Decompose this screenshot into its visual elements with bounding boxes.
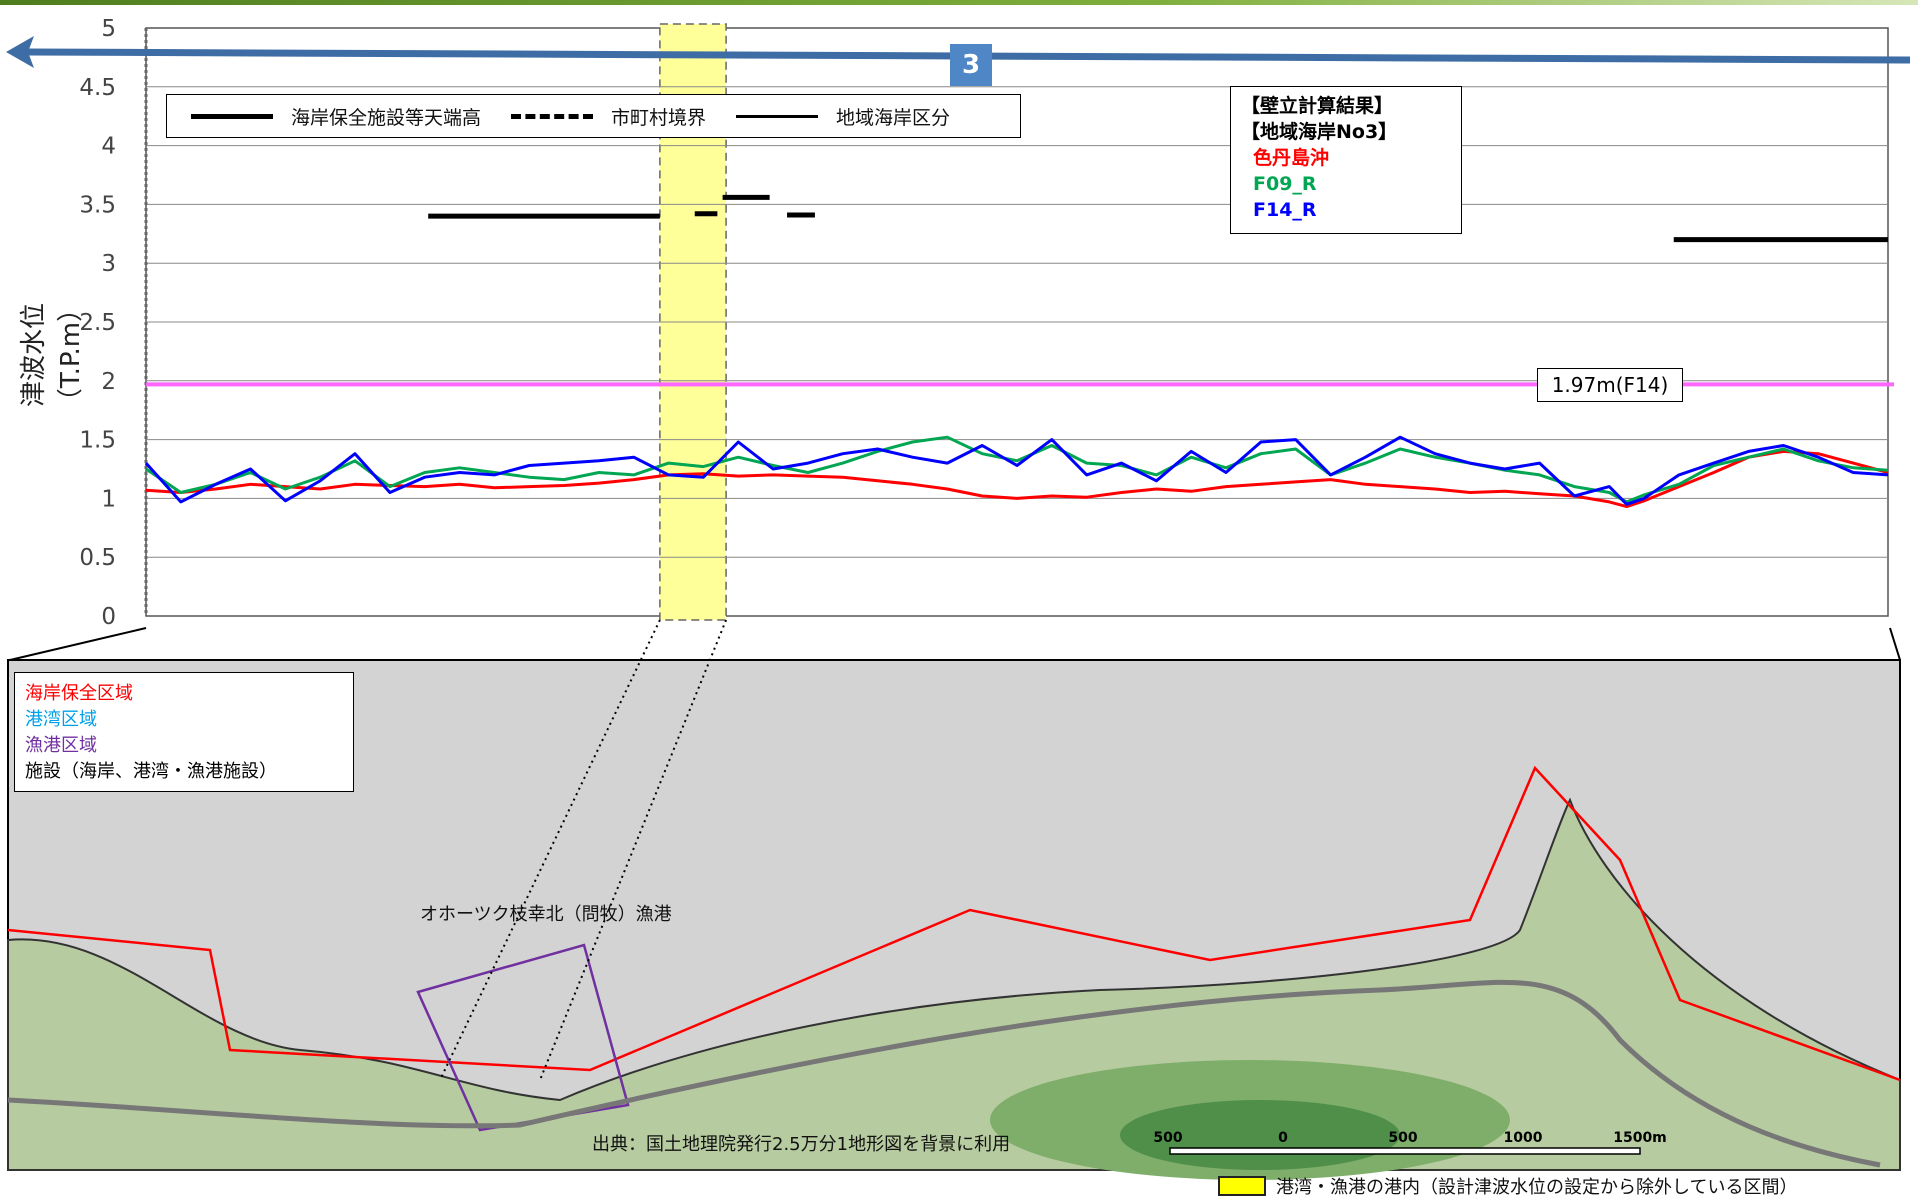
map-source-note: 出典：国土地理院発行2.5万分1地形図を背景に利用 bbox=[592, 1134, 1011, 1155]
legend-item-municipal-boundary: 市町村境界 bbox=[511, 103, 706, 130]
series-line-2 bbox=[144, 435, 1889, 506]
fishing-port-label: オホーツク枝幸北（問牧）漁港 bbox=[420, 904, 672, 925]
fishing-port-boundary bbox=[416, 943, 630, 1132]
scale-bar bbox=[1169, 1147, 1641, 1155]
scale-label: 500 bbox=[1153, 1130, 1182, 1146]
scale-label: 1500m bbox=[1613, 1130, 1667, 1146]
y-tick-label: 0 bbox=[101, 604, 116, 630]
legend-solid-swatch bbox=[736, 114, 819, 118]
legend-label: 市町村境界 bbox=[611, 106, 707, 129]
scale-label: 0 bbox=[1278, 1130, 1288, 1146]
y-tick-label: 3.5 bbox=[79, 192, 116, 218]
legend-item-coast-division: 地域海岸区分 bbox=[736, 103, 950, 130]
connector-right bbox=[1889, 627, 1901, 661]
excluded-section-legend: 港湾・漁港の港内（設計津波水位の設定から除外している区間） bbox=[1218, 1173, 1797, 1199]
calc-subtitle: 【地域海岸No3】 bbox=[1241, 121, 1398, 143]
y-tick-label: 2 bbox=[101, 369, 116, 395]
map-legend-coast-area: 海岸保全区域 bbox=[25, 683, 133, 704]
design-level-label: 1.97m(F14) bbox=[1537, 368, 1683, 402]
legend-label: 地域海岸区分 bbox=[836, 106, 951, 129]
coast-protection-boundary bbox=[7, 765, 1901, 1082]
map-legend-fishing-port-area: 漁港区域 bbox=[25, 735, 97, 756]
y-tick-label: 0.5 bbox=[79, 545, 116, 571]
y-tick-label: 5 bbox=[101, 16, 116, 42]
y-tick-label: 1.5 bbox=[79, 428, 116, 454]
y-axis-label: 津波水位（T.P.m） bbox=[19, 295, 86, 415]
series-line-0 bbox=[145, 449, 1889, 509]
legend-dash-dot-swatch bbox=[511, 113, 594, 119]
scale-label: 500 bbox=[1388, 1130, 1417, 1146]
top-accent-bar bbox=[0, 0, 1918, 5]
legend-item-facility-crest: 海岸保全施設等天端高 bbox=[191, 103, 481, 130]
map-legend-port-area: 港湾区域 bbox=[25, 709, 97, 730]
section-badge: 3 bbox=[950, 44, 992, 86]
arrow-head-icon bbox=[6, 36, 34, 68]
y-tick-label: 3 bbox=[101, 251, 116, 277]
y-tick-label: 1 bbox=[101, 486, 116, 512]
legend-solid-thick-swatch bbox=[191, 113, 273, 119]
map-legend-facilities: 施設（海岸、港湾・漁港施設） bbox=[25, 761, 277, 782]
chart-legend: 海岸保全施設等天端高 市町村境界 地域海岸区分 bbox=[166, 94, 1021, 138]
yellow-swatch bbox=[1218, 1176, 1266, 1196]
road-line bbox=[7, 979, 1881, 1168]
calc-title: 【壁立計算結果】 bbox=[1241, 95, 1394, 117]
y-tick-label: 4.5 bbox=[79, 75, 116, 101]
excluded-section-label: 港湾・漁港の港内（設計津波水位の設定から除外している区間） bbox=[1276, 1177, 1798, 1198]
connector-left bbox=[9, 627, 147, 661]
callout-line-left bbox=[439, 619, 661, 1081]
y-tick-label: 2.5 bbox=[79, 310, 116, 336]
map-legend: 海岸保全区域 港湾区域 漁港区域 施設（海岸、港湾・漁港施設） bbox=[14, 672, 354, 792]
y-tick-label: 4 bbox=[101, 134, 116, 160]
calc-entry-shikotan: 色丹島沖 bbox=[1253, 147, 1330, 169]
calc-entry-f09: F09_R bbox=[1253, 173, 1317, 195]
legend-label: 海岸保全施設等天端高 bbox=[291, 106, 482, 129]
calc-entry-f14: F14_R bbox=[1253, 199, 1317, 221]
calculation-result-box: 【壁立計算結果】 【地域海岸No3】 色丹島沖 F09_R F14_R bbox=[1230, 86, 1462, 234]
scale-label: 1000 bbox=[1504, 1130, 1543, 1146]
